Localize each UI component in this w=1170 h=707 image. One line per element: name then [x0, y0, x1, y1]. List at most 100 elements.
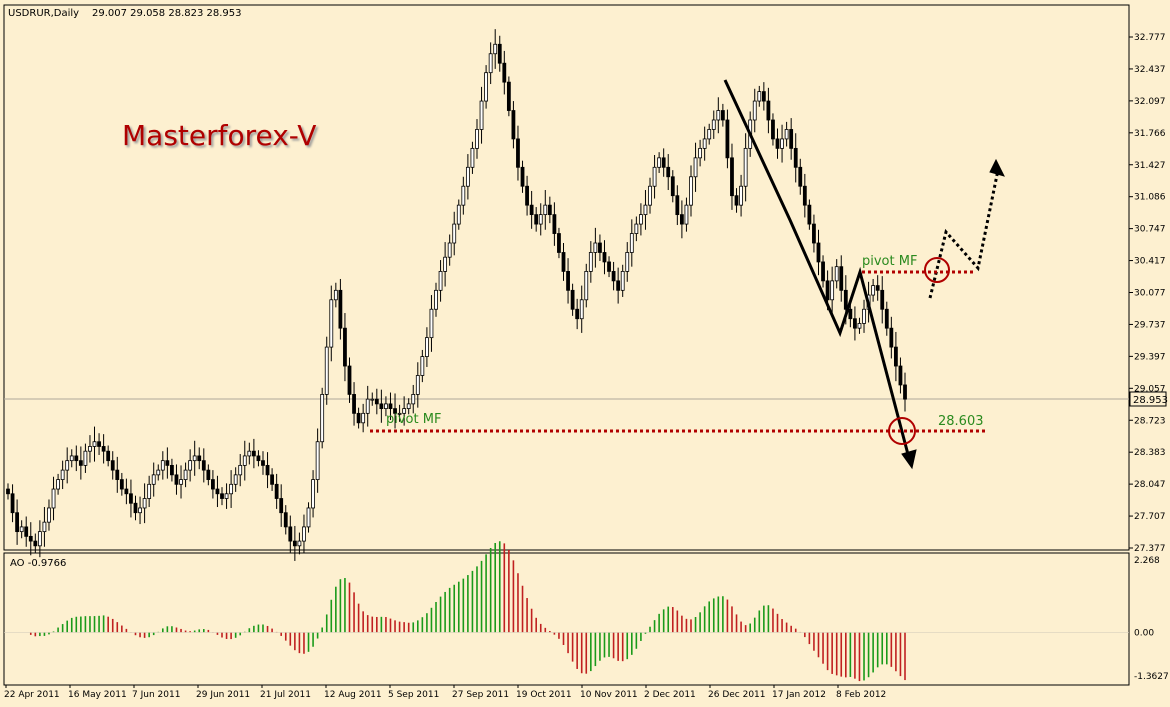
ao-y-tick-label: 2.268: [1134, 556, 1160, 566]
candle-body: [78, 460, 83, 466]
y-tick-label: 29.737: [1134, 320, 1166, 330]
candle-body: [352, 394, 356, 414]
candle-body: [397, 412, 402, 415]
candle-body: [884, 308, 889, 329]
candle-body: [784, 129, 789, 140]
candle-body: [730, 157, 734, 197]
candle-body: [561, 252, 566, 272]
pivot-label-lower: pivot MF: [386, 412, 441, 427]
candle-body: [393, 408, 397, 414]
candle-body: [689, 176, 693, 206]
candle-body: [534, 214, 539, 225]
candle-body: [679, 214, 684, 225]
pivot-value-label: 28.603: [938, 414, 984, 429]
candles: [6, 29, 907, 561]
candle-body: [812, 223, 816, 244]
candle-body: [566, 270, 570, 291]
candle-body: [6, 488, 10, 495]
candle-body: [707, 129, 712, 140]
candle-body: [775, 138, 780, 149]
ao-y-tick-label: 0.00: [1134, 628, 1154, 638]
candle-body: [593, 242, 598, 253]
candle-body: [338, 289, 343, 329]
candle-body: [702, 138, 707, 149]
candle-body: [834, 266, 839, 282]
candle-body: [538, 214, 543, 225]
candle-body: [661, 157, 666, 168]
y-tick-label: 28.047: [1134, 480, 1166, 490]
y-tick-label: 30.077: [1134, 289, 1166, 299]
candle-body: [607, 261, 611, 272]
candle-body: [734, 195, 739, 206]
candle-body: [711, 119, 716, 130]
pivot-label-upper: pivot MF: [862, 254, 917, 269]
x-tick-label: 2 Dec 2011: [644, 690, 696, 700]
candle-body: [247, 450, 252, 457]
candle-body: [675, 195, 680, 216]
candle-body: [461, 185, 466, 206]
x-tick-label: 22 Apr 2011: [4, 690, 60, 700]
candle-body: [133, 502, 138, 514]
candle-body: [429, 308, 434, 339]
candle-body: [502, 62, 507, 83]
candle-body: [761, 91, 766, 102]
candle-body: [506, 81, 511, 111]
watermark-text: Masterforex-V: [122, 119, 316, 152]
candle-body: [493, 43, 498, 55]
candle-body: [771, 119, 775, 140]
candle-body: [903, 384, 907, 400]
y-tick-label: 27.707: [1134, 512, 1166, 522]
chart-symbol: USDRUR,Daily: [8, 8, 79, 19]
candle-body: [274, 483, 279, 499]
ao-bars: 2.268 0.00 -1.3627: [4, 541, 1169, 682]
candle-body: [374, 398, 379, 405]
candle-body: [215, 488, 220, 495]
candle-body: [347, 365, 352, 395]
candle-body: [807, 204, 812, 225]
candle-body: [119, 479, 124, 490]
y-axis-labels: 32.777 32.437 32.097 31.766 31.427 31.086 30.7…: [1129, 33, 1166, 554]
y-tick-label: 29.397: [1134, 352, 1166, 362]
candle-body: [452, 223, 457, 244]
pivot-circle-lower: [888, 417, 916, 445]
candle-body: [170, 464, 174, 476]
candle-body: [789, 129, 794, 149]
candle-body: [443, 256, 448, 272]
candle-body: [552, 214, 557, 234]
candle-body: [101, 446, 106, 452]
candle-body: [853, 318, 857, 329]
candle-body: [151, 474, 156, 485]
y-tick-label: 32.777: [1134, 33, 1166, 43]
candle-body: [69, 455, 74, 462]
forecast-arrow-head: [989, 158, 1005, 177]
candle-body: [752, 100, 757, 121]
candle-body: [365, 398, 370, 414]
candle-body: [821, 261, 825, 282]
candle-body: [575, 308, 580, 320]
candle-body: [893, 346, 898, 367]
candle-body: [60, 469, 65, 480]
candle-body: [639, 214, 643, 225]
candle-body: [875, 285, 880, 291]
candle-body: [28, 535, 33, 542]
candle-body: [830, 280, 835, 301]
candle-body: [288, 526, 293, 542]
candle-body: [142, 498, 147, 509]
candle-body: [292, 540, 297, 547]
current-price-label: 28.953: [1133, 395, 1168, 406]
forecast-path: [928, 169, 1000, 299]
candle-body: [898, 365, 903, 386]
candle-body: [302, 526, 306, 542]
candle-body: [716, 110, 721, 121]
x-tick-label: 21 Jul 2011: [260, 690, 311, 700]
candle-body: [251, 450, 256, 457]
candle-body: [438, 270, 443, 291]
candle-body: [511, 110, 516, 140]
candle-body: [406, 403, 411, 410]
x-tick-label: 10 Nov 2011: [580, 690, 638, 700]
candle-body: [388, 403, 393, 410]
trend-annotations: [723, 79, 1005, 470]
x-tick-label: 16 May 2011: [68, 690, 127, 700]
y-tick-label: 32.437: [1134, 65, 1166, 75]
candle-body: [415, 375, 420, 395]
